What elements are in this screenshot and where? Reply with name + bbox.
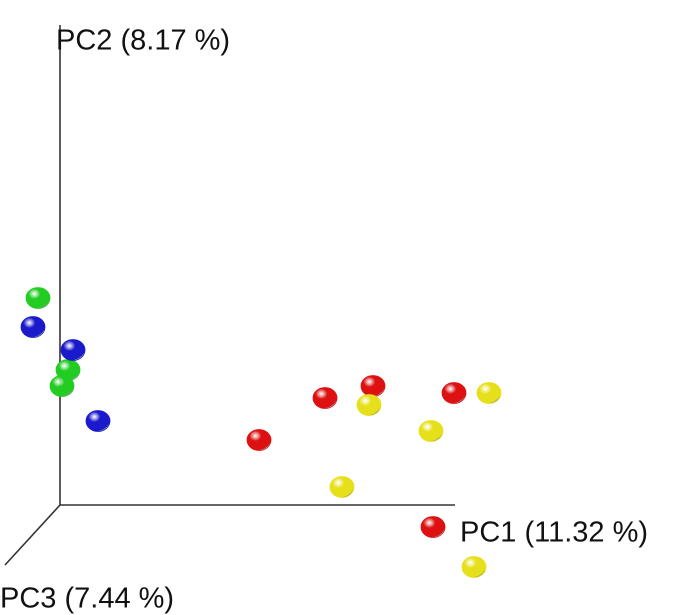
point [356,394,382,416]
point [85,410,111,432]
point [246,429,272,451]
x-axis-title: PC1 (11.32 %) [460,517,648,549]
point [329,476,355,498]
point [20,316,46,338]
point [420,516,446,538]
y-axis-title: PC2 (8.17 %) [56,25,230,57]
point [418,420,444,442]
point [461,556,487,578]
point [476,382,502,404]
point [60,339,86,361]
z-axis-title: PC3 (7.44 %) [0,583,174,615]
point [25,287,51,309]
point [441,382,467,404]
point [49,375,75,397]
point [312,387,338,409]
z-axis [4,504,61,566]
point [360,375,386,397]
